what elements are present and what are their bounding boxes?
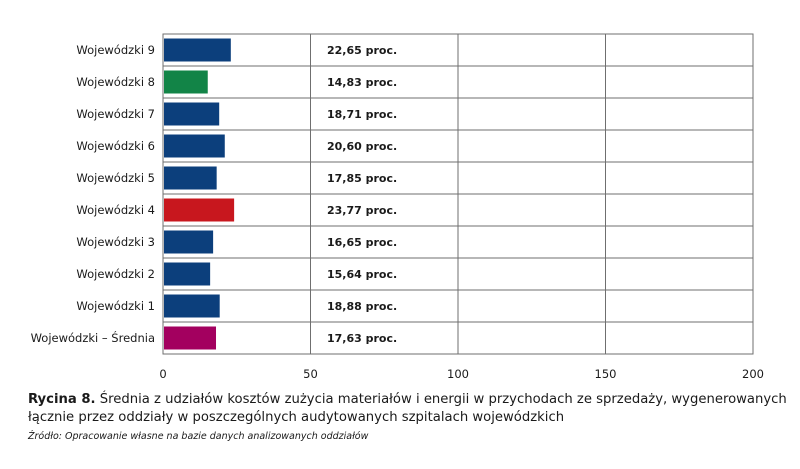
category-label: Wojewódzki 9 [76,43,155,57]
bar [164,38,231,62]
category-axis: Wojewódzki 9 Wojewódzki 8 Wojewódzki 7 Woje… [31,43,155,345]
bar [164,326,217,350]
data-label: 15,64 proc. [327,268,397,281]
category-label: Wojewódzki 7 [76,107,155,121]
category-label: Wojewódzki 6 [76,139,155,153]
category-label: Wojewódzki – Średnia [31,330,155,345]
x-tick-label: 150 [595,367,617,381]
bar-chart: 22,65 proc. 14,83 proc. 18,71 proc. 20,60 p… [31,33,764,381]
x-tick-label: 100 [447,367,469,381]
source-note: Źródło: Opracowanie własne na bazie dany… [28,431,369,442]
category-label: Wojewódzki 5 [76,171,155,185]
data-label: 17,63 proc. [327,332,397,345]
bar [164,134,225,158]
data-label: 23,77 proc. [327,204,397,217]
grid [162,33,754,355]
caption-label: Rycina 8. [28,392,96,407]
category-label: Wojewódzki 3 [76,235,155,249]
category-label: Wojewódzki 2 [76,267,155,281]
bar [164,262,211,286]
bars [164,38,235,350]
data-label: 17,85 proc. [327,172,397,185]
bar [164,230,214,254]
data-label: 18,71 proc. [327,108,397,121]
category-label: Wojewódzki 4 [76,203,155,217]
x-tick-label: 0 [159,367,166,381]
data-label: 20,60 proc. [327,140,397,153]
caption-text: Średnia z udziałów kosztów zużycia mater… [28,392,787,425]
data-labels: 22,65 proc. 14,83 proc. 18,71 proc. 20,60 p… [327,44,397,345]
category-label: Wojewódzki 1 [76,299,155,313]
bar [164,70,208,94]
value-axis: 0 50 100 150 200 [159,367,764,381]
bar [164,294,220,318]
x-tick-label: 200 [742,367,764,381]
x-tick-label: 50 [303,367,318,381]
category-label: Wojewódzki 8 [76,75,155,89]
bar [164,198,235,222]
data-label: 16,65 proc. [327,236,397,249]
data-label: 22,65 proc. [327,44,397,57]
bar [164,166,217,190]
data-label: 18,88 proc. [327,300,397,313]
bar [164,102,220,126]
figure-caption: Rycina 8. Średnia z udziałów kosztów zuż… [28,391,796,427]
data-label: 14,83 proc. [327,76,397,89]
